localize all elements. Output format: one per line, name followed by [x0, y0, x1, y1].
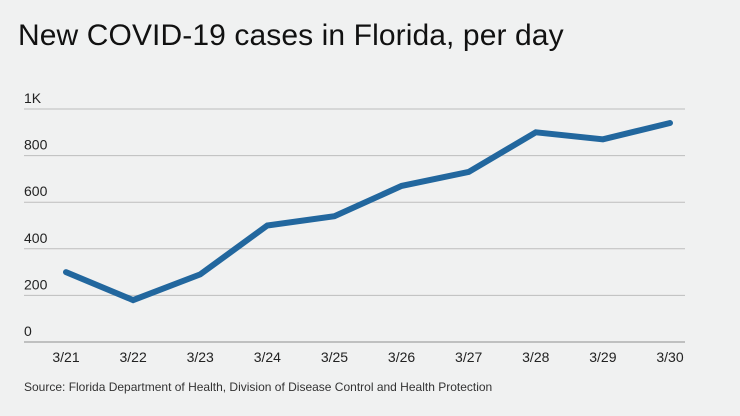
series: [63, 120, 673, 304]
x-tick-label: 3/29: [589, 349, 616, 365]
x-tick-label: 3/24: [254, 349, 281, 365]
y-tick-label: 800: [24, 137, 48, 153]
x-tick-label: 3/23: [187, 349, 214, 365]
x-tick-label: 3/22: [119, 349, 146, 365]
x-axis-ticks: 3/21 3/22 3/23 3/24 3/25 3/26 3/27 3/28 3/29 3/30: [52, 349, 683, 365]
series-line: [63, 120, 673, 304]
x-tick-label: 3/28: [522, 349, 549, 365]
y-tick-label: 0: [24, 323, 32, 339]
y-tick-label: 400: [24, 230, 48, 246]
gridlines: [24, 108, 685, 343]
x-tick-label: 3/30: [656, 349, 683, 365]
x-tick-label: 3/27: [455, 349, 482, 365]
y-tick-label: 600: [24, 183, 48, 199]
x-tick-label: 3/21: [52, 349, 79, 365]
chart-title: New COVID-19 cases in Florida, per day: [18, 19, 564, 52]
y-tick-label: 1K: [24, 90, 42, 106]
y-axis-ticks: 0 200 400 600 800 1K: [24, 90, 48, 339]
x-tick-label: 3/25: [321, 349, 348, 365]
source-note: Source: Florida Department of Health, Di…: [24, 380, 493, 394]
x-tick-label: 3/26: [388, 349, 415, 365]
y-tick-label: 200: [24, 276, 48, 292]
